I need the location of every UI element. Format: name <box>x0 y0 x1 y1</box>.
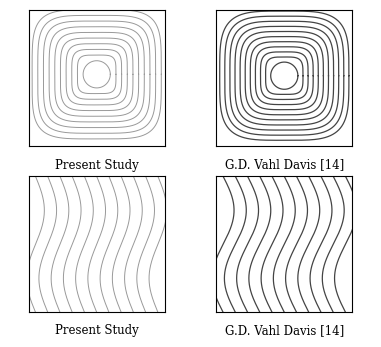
Text: Present Study: Present Study <box>55 159 139 171</box>
Text: G.D. Vahl Davis [14]: G.D. Vahl Davis [14] <box>225 324 344 337</box>
Text: Present Study: Present Study <box>55 324 139 337</box>
Text: G.D. Vahl Davis [14]: G.D. Vahl Davis [14] <box>225 159 344 171</box>
